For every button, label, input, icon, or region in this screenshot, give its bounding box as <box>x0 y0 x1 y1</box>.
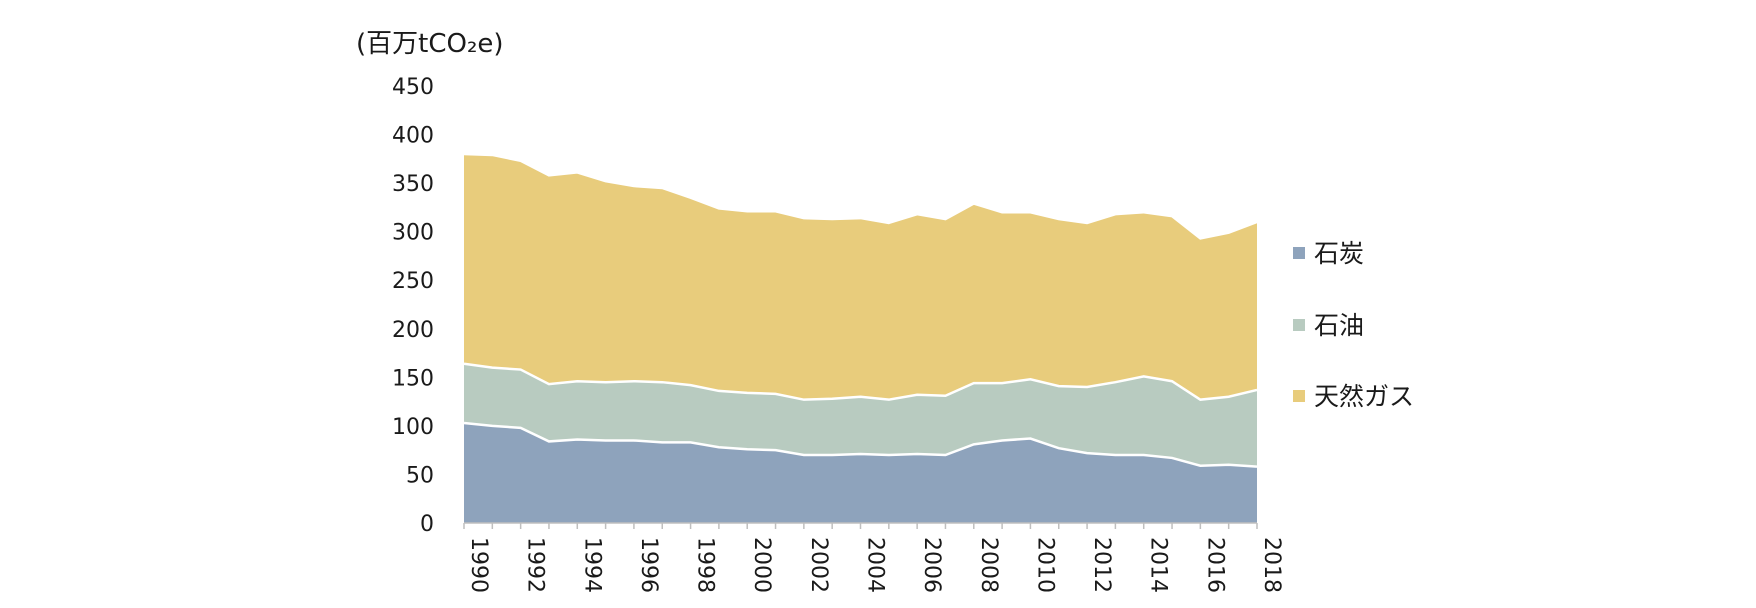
axes-group <box>463 522 1258 529</box>
x-tick-label: 1996 <box>636 537 661 593</box>
x-tick-label: 2018 <box>1259 537 1284 593</box>
area-boundary-line-2 <box>463 362 1258 401</box>
y-tick-label: 250 <box>392 269 434 294</box>
x-tick-label: 2012 <box>1089 537 1114 593</box>
legend-label-1: 石炭 <box>1314 239 1364 268</box>
x-tick-label: 2008 <box>976 537 1001 593</box>
x-tick-label: 2000 <box>749 537 774 593</box>
area-series-1 <box>464 422 1257 523</box>
legend-label-3: 天然ガス <box>1314 382 1414 411</box>
y-tick-labels: 0 50 100 150 200 250 300 350 400 450 <box>392 75 434 537</box>
area-series-2 <box>464 363 1257 467</box>
x-tick-label: 2002 <box>806 537 831 593</box>
area-boundary-line-3 <box>463 152 1258 240</box>
y-axis-label: (百万tCO₂e) <box>356 29 504 59</box>
y-tick-label: 100 <box>392 415 434 440</box>
y-tick-label: 450 <box>392 75 434 100</box>
x-tick-label: 2004 <box>863 537 888 593</box>
y-tick-label: 50 <box>406 463 434 488</box>
y-tick-label: 300 <box>392 221 434 246</box>
x-tick-label: 1992 <box>523 537 548 593</box>
legend-swatch-1 <box>1293 247 1305 259</box>
area-series-group <box>463 152 1258 523</box>
area-boundary-line-1 <box>463 421 1258 468</box>
x-tick-label: 2016 <box>1202 537 1227 593</box>
x-tick-label: 1998 <box>693 537 718 593</box>
y-tick-label: 150 <box>392 366 434 391</box>
area-series-3 <box>464 153 1257 400</box>
x-tick-label: 2010 <box>1032 537 1057 593</box>
x-tick-labels: 1990 1992 1994 1996 1998 2000 2002 2004 2006 2008… <box>466 537 1284 593</box>
x-tick-label: 1990 <box>466 537 491 593</box>
x-tick-label: 2014 <box>1146 537 1171 593</box>
x-tick-label: 1994 <box>579 537 604 593</box>
y-tick-label: 350 <box>392 172 434 197</box>
y-tick-label: 200 <box>392 318 434 343</box>
y-tick-label: 400 <box>392 124 434 149</box>
legend-label-2: 石油 <box>1314 311 1364 340</box>
legend-swatch-3 <box>1293 390 1305 402</box>
x-tick-label: 2006 <box>919 537 944 593</box>
legend-swatch-2 <box>1293 319 1305 331</box>
y-tick-label: 0 <box>420 512 434 537</box>
